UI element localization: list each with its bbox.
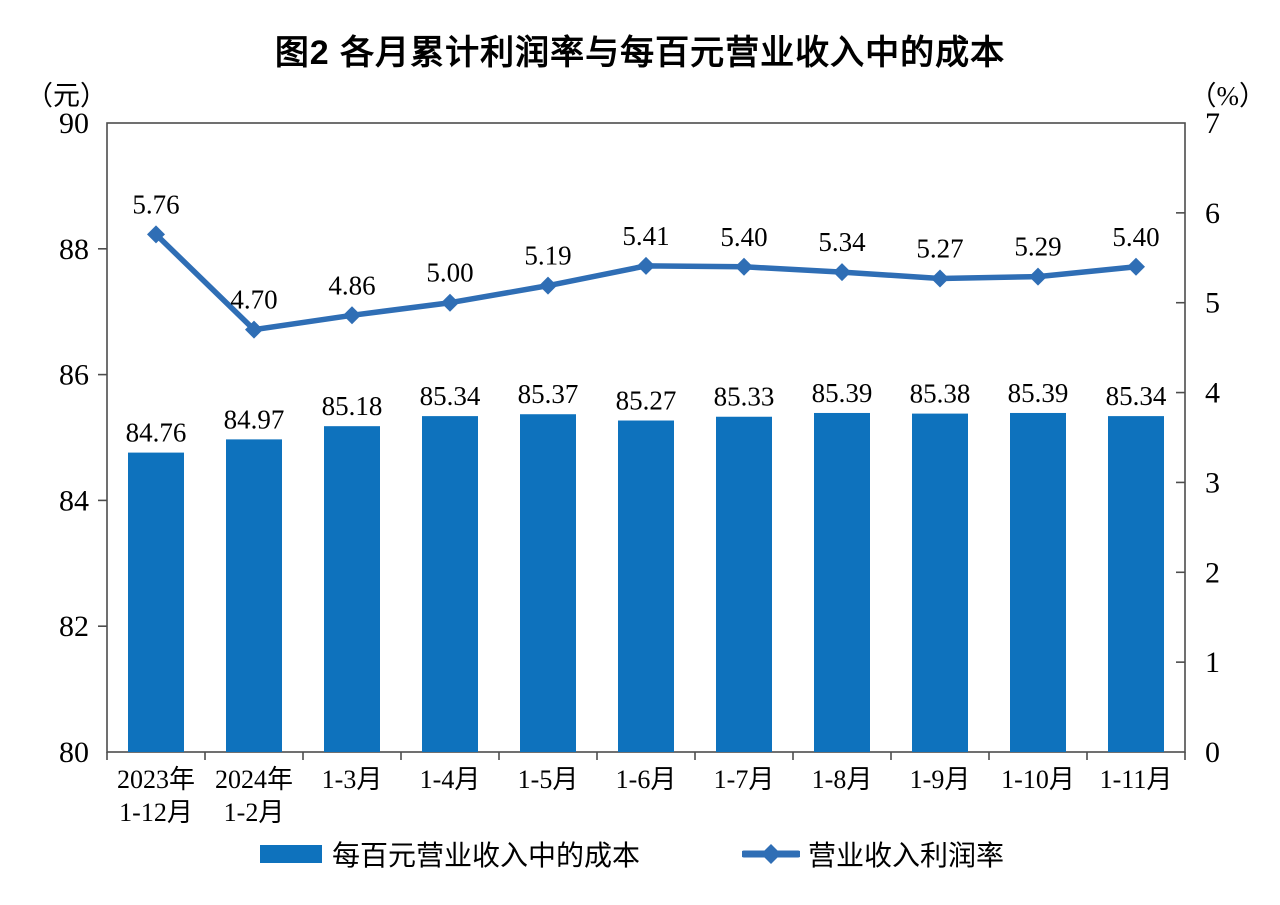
chart-title: 图2 各月累计利润率与每百元营业收入中的成本 (274, 34, 1006, 72)
right-axis-tick-label: 5 (1205, 287, 1220, 320)
right-axis-tick-label: 6 (1205, 197, 1220, 230)
cost-bar (716, 416, 772, 752)
bar-value-label: 85.38 (910, 379, 971, 409)
x-axis-category-label: 1-11月 (1100, 765, 1173, 794)
left-axis-unit-label: （元） (26, 81, 107, 111)
line-value-label: 4.86 (328, 270, 375, 300)
cost-bar (1108, 416, 1164, 752)
x-axis-category-label: 1-3月 (322, 765, 383, 794)
line-marker-diamond-icon (441, 293, 459, 312)
left-axis-tick-label: 88 (59, 233, 89, 266)
line-marker-diamond-icon (147, 225, 165, 244)
legend-item-profit-rate: 营业收入利润率 (742, 834, 1004, 874)
line-value-label: 5.00 (426, 258, 473, 288)
line-value-label: 5.40 (720, 222, 767, 252)
right-axis-tick-label: 1 (1205, 646, 1220, 679)
x-axis-category-label: 1-9月 (910, 765, 971, 794)
line-value-label: 5.27 (916, 233, 963, 263)
bar-value-label: 85.18 (322, 391, 383, 421)
line-marker-diamond-icon (1127, 257, 1145, 276)
line-value-label: 4.70 (230, 285, 277, 315)
bar-value-label: 84.76 (126, 418, 187, 448)
x-axis-category-label: 1-12月 (119, 798, 193, 827)
line-value-label: 5.29 (1014, 232, 1061, 262)
x-axis-category-label: 2024年 (215, 765, 293, 794)
line-value-label: 5.34 (818, 227, 866, 257)
left-axis-tick-label: 86 (59, 359, 89, 392)
legend-label-profit-rate: 营业收入利润率 (808, 841, 1005, 872)
cost-bar (814, 412, 870, 752)
line-marker-diamond-icon (931, 269, 949, 288)
x-axis-category-label: 1-5月 (518, 765, 579, 794)
left-axis-tick-label: 80 (59, 736, 89, 769)
line-marker-diamond-icon (245, 320, 263, 339)
x-axis-category-label: 1-8月 (812, 765, 873, 794)
bar-value-label: 85.39 (1008, 378, 1069, 408)
legend-line-glyph (761, 844, 781, 864)
left-axis-tick-label: 84 (59, 484, 89, 517)
chart-legend: 每百元营业收入中的成本 营业收入利润率 (0, 834, 1280, 884)
bar-value-label: 85.37 (518, 379, 579, 409)
line-value-label: 5.19 (524, 241, 571, 271)
x-axis-category-label: 2023年 (117, 765, 195, 794)
x-axis-category-label: 1-2月 (224, 798, 285, 827)
line-marker-diamond-icon (1029, 267, 1047, 286)
left-axis-tick-label: 90 (59, 107, 89, 140)
legend-item-cost: 每百元营业收入中的成本 (260, 834, 640, 874)
x-axis-category-label: 1-7月 (714, 765, 775, 794)
line-value-label: 5.76 (132, 189, 179, 219)
line-series-swatch-icon (742, 844, 800, 864)
right-axis-tick-label: 2 (1205, 556, 1220, 589)
line-marker-diamond-icon (637, 256, 655, 275)
left-axis-tick-label: 82 (59, 610, 89, 643)
bar-value-label: 85.39 (812, 378, 873, 408)
bar-value-label: 85.34 (420, 381, 481, 411)
cost-bar (618, 420, 674, 752)
x-axis-category-label: 1-10月 (1001, 765, 1075, 794)
cost-bar (324, 426, 380, 752)
cost-bar (128, 452, 184, 752)
bar-value-label: 84.97 (224, 404, 285, 434)
bar-series-swatch-icon (260, 845, 322, 863)
line-marker-diamond-icon (735, 257, 753, 276)
cost-bar (226, 439, 282, 752)
x-axis-category-label: 1-6月 (616, 765, 677, 794)
line-marker-diamond-icon (833, 263, 851, 282)
right-axis-tick-label: 0 (1205, 736, 1220, 769)
cost-bar (422, 416, 478, 752)
line-marker-diamond-icon (343, 306, 361, 325)
right-axis-tick-label: 7 (1205, 107, 1220, 140)
bar-value-label: 85.33 (714, 382, 775, 412)
line-value-label: 5.40 (1112, 222, 1159, 252)
line-value-label: 5.41 (622, 221, 669, 251)
right-axis-tick-label: 3 (1205, 466, 1220, 499)
cost-bar (520, 414, 576, 752)
line-marker-diamond-icon (539, 276, 557, 295)
bar-value-label: 85.34 (1106, 381, 1167, 411)
right-axis-unit-label: （%） (1189, 81, 1267, 111)
legend-label-cost: 每百元营业收入中的成本 (332, 841, 641, 872)
bar-value-label: 85.27 (616, 386, 677, 416)
cost-bar (1010, 412, 1066, 752)
cost-bar (912, 413, 968, 752)
x-axis-category-label: 1-4月 (420, 765, 481, 794)
right-axis-tick-label: 4 (1205, 377, 1220, 410)
